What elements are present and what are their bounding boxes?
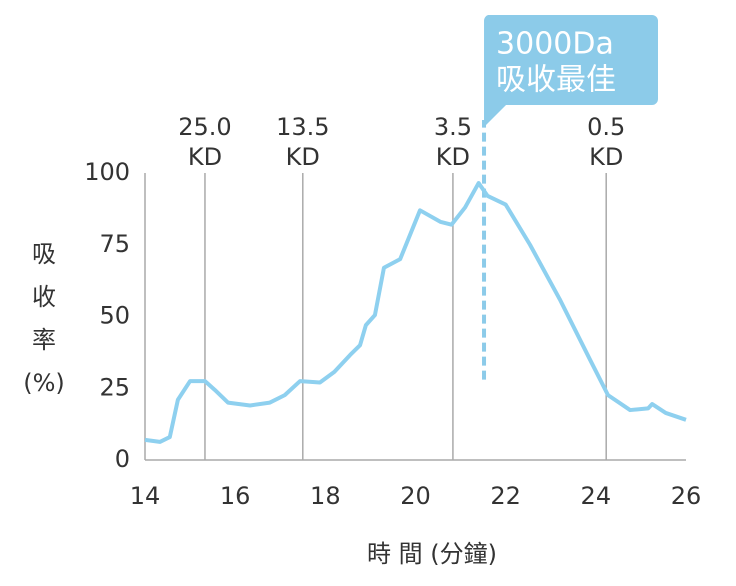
x-tick-label: 16: [220, 482, 251, 510]
callout-box: [484, 15, 658, 127]
callout-label: 3000Da: [496, 27, 614, 62]
y-axis-label: 率: [32, 326, 56, 354]
reference-label: KD: [286, 143, 320, 171]
x-tick-label: 20: [400, 482, 431, 510]
x-axis-label: 時 間 (分鐘): [367, 540, 497, 568]
y-axis-label: 吸: [32, 240, 56, 268]
x-tick-label: 14: [130, 482, 161, 510]
x-tick-label: 24: [581, 482, 612, 510]
reference-label: 3.5: [434, 113, 472, 141]
y-tick-label: 25: [99, 373, 130, 401]
y-tick-label: 75: [99, 230, 130, 258]
reference-label: KD: [589, 143, 623, 171]
y-tick-label: 0: [115, 445, 130, 473]
reference-label: KD: [436, 143, 470, 171]
y-tick-label: 50: [99, 302, 130, 330]
line: [144, 181, 687, 444]
callout-label: 吸收最佳: [496, 63, 616, 98]
reference-label: 13.5: [276, 113, 329, 141]
x-tick-label: 26: [671, 482, 702, 510]
y-axis-label: (%): [23, 369, 65, 397]
reference-label: KD: [188, 143, 222, 171]
x-tick-label: 22: [490, 482, 521, 510]
x-tick-label: 18: [310, 482, 341, 510]
y-axis-label: 收: [32, 283, 56, 311]
y-tick-label: 100: [84, 158, 130, 186]
reference-label: 0.5: [587, 113, 625, 141]
reference-label: 25.0: [178, 113, 231, 141]
